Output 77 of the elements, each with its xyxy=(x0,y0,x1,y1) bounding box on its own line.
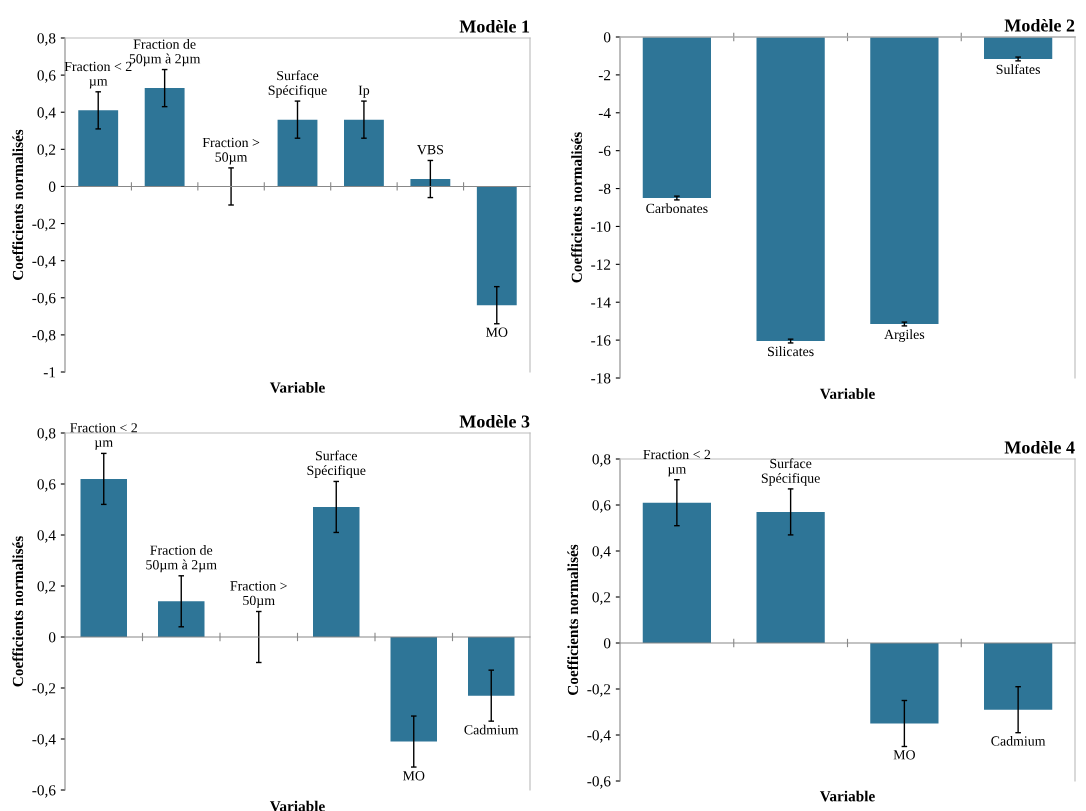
bar xyxy=(277,119,318,187)
y-tick-label: -14 xyxy=(591,297,611,308)
y-axis-title: Coefficients normalisés xyxy=(12,536,24,687)
category-label: VBS xyxy=(417,144,444,155)
bar xyxy=(144,88,185,187)
y-tick-label: 0,4 xyxy=(37,530,56,543)
y-tick-label: -10 xyxy=(591,221,611,232)
y-axis-title: Coefficients normalisés xyxy=(567,544,579,695)
y-tick-label: -8 xyxy=(598,183,611,195)
y-tick-label: -0,2 xyxy=(32,683,56,696)
y-tick-label: 0,4 xyxy=(592,546,611,559)
x-tick-label: Surface Spécifique xyxy=(307,450,366,478)
bar xyxy=(870,643,939,724)
y-tick-label: 0 xyxy=(48,181,56,192)
y-tick-label: 0,8 xyxy=(37,428,56,441)
y-tick-label: -0,6 xyxy=(32,292,56,306)
y-tick-label: -0,4 xyxy=(32,255,56,269)
y-tick-label: -18 xyxy=(591,373,611,384)
x-axis-title: Variable xyxy=(819,790,875,802)
y-tick-label: -0,8 xyxy=(32,330,56,343)
y-tick-label: -0,6 xyxy=(587,776,611,789)
x-axis-title: Variable xyxy=(819,388,875,400)
y-tick-label: -4 xyxy=(598,108,611,119)
bar xyxy=(78,110,119,187)
category-label: MO xyxy=(485,327,508,337)
y-tick-label: -1 xyxy=(43,367,56,378)
x-tick-label: Argiles xyxy=(884,329,925,342)
y-tick-label: 0,6 xyxy=(592,500,611,513)
bar xyxy=(756,511,825,643)
x-tick-label: Fraction < 2 µm xyxy=(643,449,711,477)
bar xyxy=(80,478,127,637)
bar xyxy=(410,179,451,187)
x-tick-label: Cadmium xyxy=(991,735,1046,746)
y-tick-label: 0,6 xyxy=(37,70,56,83)
x-tick-label: Cadmium xyxy=(464,724,519,735)
bar xyxy=(476,186,517,306)
y-axis-title: Coefficients normalisés xyxy=(571,132,582,283)
bar xyxy=(468,637,515,696)
x-tick-label: Silicates xyxy=(768,346,814,357)
y-tick-label: 0,2 xyxy=(592,592,611,605)
bar xyxy=(984,643,1053,710)
x-axis-title: Variable xyxy=(269,382,325,393)
y-tick-label: -0,2 xyxy=(587,684,611,697)
y-tick-label: 0,6 xyxy=(37,479,56,492)
y-tick-label: 0 xyxy=(48,632,56,643)
y-tick-label: 0 xyxy=(603,638,611,649)
y-tick-label: 0 xyxy=(603,32,611,43)
chart-title: Modèle 4 xyxy=(1004,440,1075,454)
y-tick-label: -0,6 xyxy=(32,785,56,798)
y-tick-label: 0,2 xyxy=(37,581,56,594)
bar xyxy=(390,637,437,742)
x-axis-title: Variable xyxy=(269,800,325,811)
x-tick-label: Surface Spécifique xyxy=(761,458,820,486)
x-tick-label: Carbonates xyxy=(646,203,708,214)
y-tick-label: -12 xyxy=(591,259,611,270)
category-label: Ip xyxy=(358,85,370,98)
category-label: Fraction > 50µm xyxy=(202,137,260,165)
bar xyxy=(313,506,360,637)
y-tick-label: 0,2 xyxy=(37,144,56,157)
bar xyxy=(158,601,205,637)
y-tick-label: -0,4 xyxy=(32,734,56,747)
x-tick-label: Sulfates xyxy=(996,64,1040,75)
y-tick-label: -6 xyxy=(598,145,611,157)
bar xyxy=(642,502,711,643)
bar xyxy=(344,119,384,187)
y-axis-title: Coefficients normalisés xyxy=(12,129,24,280)
category-label: Surface Spécifique xyxy=(268,70,327,98)
chart-title: Modèle 3 xyxy=(459,414,530,428)
y-tick-label: 0,8 xyxy=(592,454,611,467)
y-tick-label: -0,2 xyxy=(32,218,56,232)
chart-title: Modèle 2 xyxy=(1004,18,1075,32)
y-tick-label: 0,8 xyxy=(37,33,56,46)
y-tick-label: -16 xyxy=(591,335,611,346)
y-tick-label: 0,4 xyxy=(37,107,56,120)
chart-title: Modèle 1 xyxy=(459,19,530,33)
y-tick-label: -0,4 xyxy=(587,730,611,743)
y-tick-label: -2 xyxy=(598,70,611,81)
